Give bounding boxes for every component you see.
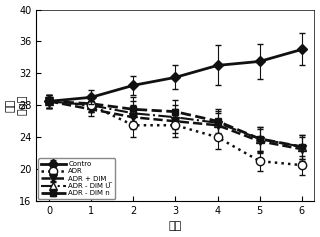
Y-axis label: 体重
（g）: 体重 （g） (5, 95, 27, 115)
Legend: Contro, ADR, ADR + DIM _, ADR - DIM U, ADR - DIM n: Contro, ADR, ADR + DIM _, ADR - DIM U, A… (38, 159, 115, 199)
X-axis label: 天数: 天数 (169, 221, 182, 232)
